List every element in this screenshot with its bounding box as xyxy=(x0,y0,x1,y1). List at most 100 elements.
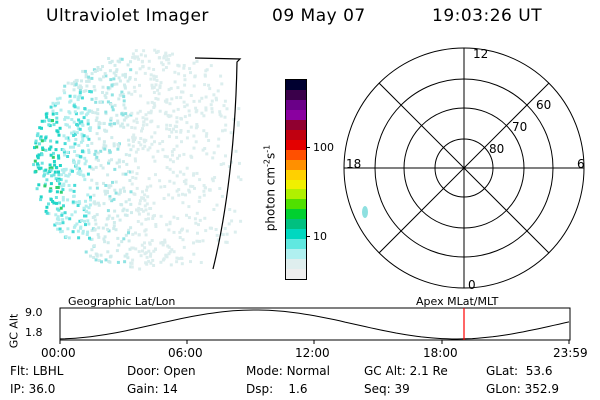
emission-pixel xyxy=(60,148,64,151)
emission-pixel xyxy=(186,129,190,133)
emission-pixel xyxy=(134,77,137,81)
emission-pixel xyxy=(152,91,156,94)
emission-pixel xyxy=(198,178,202,182)
emission-pixel xyxy=(110,105,114,109)
emission-pixel xyxy=(48,147,52,151)
emission-pixel xyxy=(167,193,171,197)
emission-pixel xyxy=(150,83,154,87)
emission-pixel xyxy=(173,124,177,128)
unit-exp2: -1 xyxy=(262,144,272,153)
emission-pixel xyxy=(115,82,119,86)
emission-pixel xyxy=(202,129,206,133)
emission-pixel xyxy=(87,151,91,154)
emission-pixel xyxy=(63,153,67,157)
emission-pixel xyxy=(165,155,169,159)
emission-pixel xyxy=(77,159,81,163)
emission-pixel xyxy=(73,80,76,84)
emission-pixel xyxy=(95,116,99,120)
emission-pixel xyxy=(49,153,53,157)
emission-pixel xyxy=(90,141,94,145)
emission-pixel xyxy=(118,218,122,222)
emission-pixel xyxy=(152,264,156,267)
emission-pixel xyxy=(162,56,166,60)
colorbar-unit-label: photon cm-2s-1 xyxy=(255,145,285,232)
emission-pixel xyxy=(176,63,180,67)
emission-pixel xyxy=(104,184,108,187)
emission-pixel xyxy=(38,142,41,146)
emission-pixel xyxy=(217,238,221,242)
seq-readout: Seq: 39 xyxy=(364,382,410,396)
emission-pixel xyxy=(83,156,87,160)
emission-pixel xyxy=(136,209,140,213)
emission-pixel xyxy=(104,96,108,100)
emission-pixel xyxy=(143,140,147,144)
emission-pixel xyxy=(116,121,120,125)
emission-pixel xyxy=(103,235,107,239)
emission-pixel xyxy=(223,115,227,119)
emission-pixel xyxy=(198,99,202,103)
emission-pixel xyxy=(97,126,101,130)
emission-pixel xyxy=(185,121,189,125)
emission-pixel xyxy=(223,227,227,230)
emission-pixel xyxy=(63,142,67,146)
emission-pixel xyxy=(185,166,189,170)
emission-pixel xyxy=(71,200,75,204)
emission-pixel xyxy=(103,240,107,244)
emission-pixel xyxy=(203,147,207,150)
emission-pixel xyxy=(158,179,162,183)
emission-pixel xyxy=(60,184,64,188)
emission-pixel xyxy=(59,108,63,112)
emission-pixel xyxy=(126,256,130,260)
emission-pixel xyxy=(43,138,47,142)
emission-pixel xyxy=(79,86,83,90)
emission-pixel xyxy=(225,232,229,236)
emission-pixel xyxy=(207,83,211,87)
emission-pixel xyxy=(76,171,80,175)
emission-pixel xyxy=(84,214,88,218)
emission-pixel xyxy=(141,65,145,69)
emission-pixel xyxy=(158,142,162,146)
emission-pixel xyxy=(101,166,105,170)
emission-pixel xyxy=(35,145,39,149)
emission-pixel xyxy=(62,204,65,208)
emission-pixel xyxy=(110,136,114,140)
emission-pixel xyxy=(76,106,80,110)
colorbar-segment xyxy=(286,109,306,120)
emission-pixel xyxy=(200,111,204,115)
emission-pixel xyxy=(149,111,153,115)
emission-pixel xyxy=(140,222,144,226)
emission-pixel xyxy=(192,241,195,245)
emission-pixel xyxy=(100,100,104,104)
emission-pixel xyxy=(109,116,113,120)
emission-pixel xyxy=(85,209,88,213)
emission-pixel xyxy=(128,247,132,251)
emission-pixel xyxy=(127,231,130,235)
emission-pixel xyxy=(123,213,127,217)
emission-pixel xyxy=(62,171,66,175)
emission-pixel xyxy=(208,188,212,192)
emission-pixel xyxy=(88,186,92,190)
emission-pixel xyxy=(124,233,128,237)
emission-pixel xyxy=(168,250,172,254)
emission-pixel xyxy=(68,188,72,192)
emission-pixel xyxy=(78,219,82,223)
emission-pixel xyxy=(63,91,67,95)
auroral-emission-image xyxy=(32,48,243,271)
emission-pixel xyxy=(72,160,76,164)
emission-pixel xyxy=(197,199,201,203)
emission-pixel xyxy=(214,228,218,231)
emission-pixel xyxy=(137,233,141,237)
emission-pixel xyxy=(36,132,40,136)
emission-pixel xyxy=(123,83,126,87)
colorbar-tick-10 xyxy=(306,236,310,237)
emission-pixel xyxy=(237,107,241,111)
emission-pixel xyxy=(121,160,125,164)
emission-pixel xyxy=(150,100,154,104)
emission-pixel xyxy=(72,189,76,193)
emission-pixel xyxy=(145,117,149,121)
emission-pixel xyxy=(92,85,96,89)
glat-readout: GLat: 53.6 xyxy=(486,364,553,378)
emission-pixel xyxy=(33,170,37,174)
emission-pixel xyxy=(114,191,118,195)
emission-pixel xyxy=(108,150,112,154)
